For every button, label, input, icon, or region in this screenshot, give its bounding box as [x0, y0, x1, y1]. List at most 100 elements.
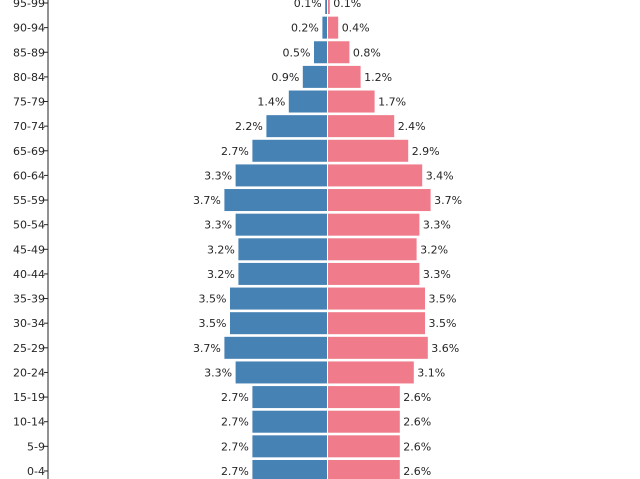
bar-right-65-69 — [327, 138, 410, 163]
y-tick-label-35-39: 35-39 — [13, 293, 45, 306]
bar-left-10-14 — [251, 409, 328, 434]
data-label-right-80-84: 1.2% — [364, 71, 392, 84]
data-label-right-0-4: 2.6% — [403, 465, 431, 478]
y-tick-label-70-74: 70-74 — [13, 120, 45, 133]
bar-left-70-74 — [265, 114, 328, 139]
data-label-left-55-59: 3.7% — [193, 194, 221, 207]
bar-right-35-39 — [327, 286, 426, 311]
data-label-left-80-84: 0.9% — [271, 71, 299, 84]
bar-left-75-79 — [287, 89, 328, 114]
bar-right-85-89 — [327, 40, 351, 65]
bar-right-50-54 — [327, 212, 421, 237]
data-label-right-40-44: 3.3% — [423, 268, 451, 281]
data-label-left-5-9: 2.7% — [221, 440, 249, 453]
y-tick-label-15-19: 15-19 — [13, 391, 45, 404]
bar-right-90-94 — [327, 15, 340, 40]
data-label-left-60-64: 3.3% — [204, 169, 232, 182]
bar-left-90-94 — [321, 15, 328, 40]
bar-left-60-64 — [234, 163, 329, 188]
bar-left-55-59 — [223, 188, 328, 213]
bar-right-30-34 — [327, 311, 426, 336]
y-tick-label-75-79: 75-79 — [13, 96, 45, 109]
data-label-left-20-24: 3.3% — [204, 366, 232, 379]
bar-right-70-74 — [327, 114, 396, 139]
bar-right-80-84 — [327, 64, 362, 89]
data-label-right-10-14: 2.6% — [403, 416, 431, 429]
bar-right-15-19 — [327, 385, 401, 410]
data-label-right-95-99: 0.1% — [333, 0, 361, 10]
ticks-group: 95-99 90-94 85-89 80-84 75-79 70-74 65-69 60-64… — [13, 0, 48, 478]
data-label-left-45-49: 3.2% — [207, 243, 235, 256]
y-tick-label-65-69: 65-69 — [13, 145, 45, 158]
data-label-left-65-69: 2.7% — [221, 145, 249, 158]
y-tick-label-85-89: 85-89 — [13, 46, 45, 59]
data-label-left-30-34: 3.5% — [199, 317, 227, 330]
bar-right-95-99 — [327, 0, 331, 15]
data-label-right-90-94: 0.4% — [342, 22, 370, 35]
bar-left-40-44 — [237, 261, 328, 286]
data-label-left-10-14: 2.7% — [221, 416, 249, 429]
data-label-left-15-19: 2.7% — [221, 391, 249, 404]
bar-left-35-39 — [229, 286, 328, 311]
data-label-left-35-39: 3.5% — [199, 293, 227, 306]
data-label-left-95-99: 0.1% — [294, 0, 322, 10]
bar-right-75-79 — [327, 89, 376, 114]
bar-left-50-54 — [234, 212, 329, 237]
y-tick-label-45-49: 45-49 — [13, 243, 45, 256]
data-label-right-65-69: 2.9% — [412, 145, 440, 158]
data-label-right-25-29: 3.6% — [431, 342, 459, 355]
bar-left-5-9 — [251, 434, 328, 459]
bar-left-20-24 — [234, 360, 329, 385]
y-tick-label-10-14: 10-14 — [13, 416, 45, 429]
data-label-left-50-54: 3.3% — [204, 219, 232, 232]
y-tick-label-80-84: 80-84 — [13, 71, 45, 84]
y-tick-label-5-9: 5-9 — [27, 440, 45, 453]
y-tick-label-60-64: 60-64 — [13, 169, 45, 182]
bar-right-40-44 — [327, 261, 421, 286]
data-label-left-40-44: 3.2% — [207, 268, 235, 281]
y-tick-label-0-4: 0-4 — [27, 465, 45, 478]
bar-left-45-49 — [237, 237, 328, 262]
data-label-left-90-94: 0.2% — [291, 22, 319, 35]
bar-right-0-4 — [327, 458, 401, 479]
y-tick-label-55-59: 55-59 — [13, 194, 45, 207]
data-label-left-0-4: 2.7% — [221, 465, 249, 478]
bars-group — [223, 0, 432, 479]
y-tick-label-25-29: 25-29 — [13, 342, 45, 355]
bar-left-30-34 — [229, 311, 328, 336]
bar-left-85-89 — [313, 40, 328, 65]
data-label-right-55-59: 3.7% — [434, 194, 462, 207]
data-label-right-15-19: 2.6% — [403, 391, 431, 404]
bar-right-45-49 — [327, 237, 418, 262]
bar-left-80-84 — [301, 64, 328, 89]
bar-right-10-14 — [327, 409, 401, 434]
y-tick-label-40-44: 40-44 — [13, 268, 45, 281]
y-tick-label-50-54: 50-54 — [13, 219, 45, 232]
bar-left-0-4 — [251, 458, 328, 479]
y-tick-label-95-99: 95-99 — [13, 0, 45, 10]
bar-right-60-64 — [327, 163, 424, 188]
data-label-right-70-74: 2.4% — [398, 120, 426, 133]
data-label-left-75-79: 1.4% — [257, 96, 285, 109]
y-tick-label-20-24: 20-24 — [13, 366, 45, 379]
data-label-right-5-9: 2.6% — [403, 440, 431, 453]
data-label-right-45-49: 3.2% — [420, 243, 448, 256]
data-label-right-60-64: 3.4% — [426, 169, 454, 182]
data-label-right-85-89: 0.8% — [353, 46, 381, 59]
data-label-right-35-39: 3.5% — [429, 293, 457, 306]
labels-group: 0.1% 0.1% 0.2% 0.4% 0.5% 0.8% 0.9% 1.2% 1.4% 1.7%… — [193, 0, 462, 478]
bar-right-20-24 — [327, 360, 415, 385]
bar-left-65-69 — [251, 138, 328, 163]
bar-left-25-29 — [223, 335, 328, 360]
data-label-right-30-34: 3.5% — [429, 317, 457, 330]
bar-left-15-19 — [251, 385, 328, 410]
data-label-left-85-89: 0.5% — [283, 46, 311, 59]
data-label-right-20-24: 3.1% — [417, 366, 445, 379]
data-label-left-70-74: 2.2% — [235, 120, 263, 133]
y-tick-label-30-34: 30-34 — [13, 317, 45, 330]
bar-right-25-29 — [327, 335, 429, 360]
data-label-right-50-54: 3.3% — [423, 219, 451, 232]
bar-right-5-9 — [327, 434, 401, 459]
bar-right-55-59 — [327, 188, 432, 213]
